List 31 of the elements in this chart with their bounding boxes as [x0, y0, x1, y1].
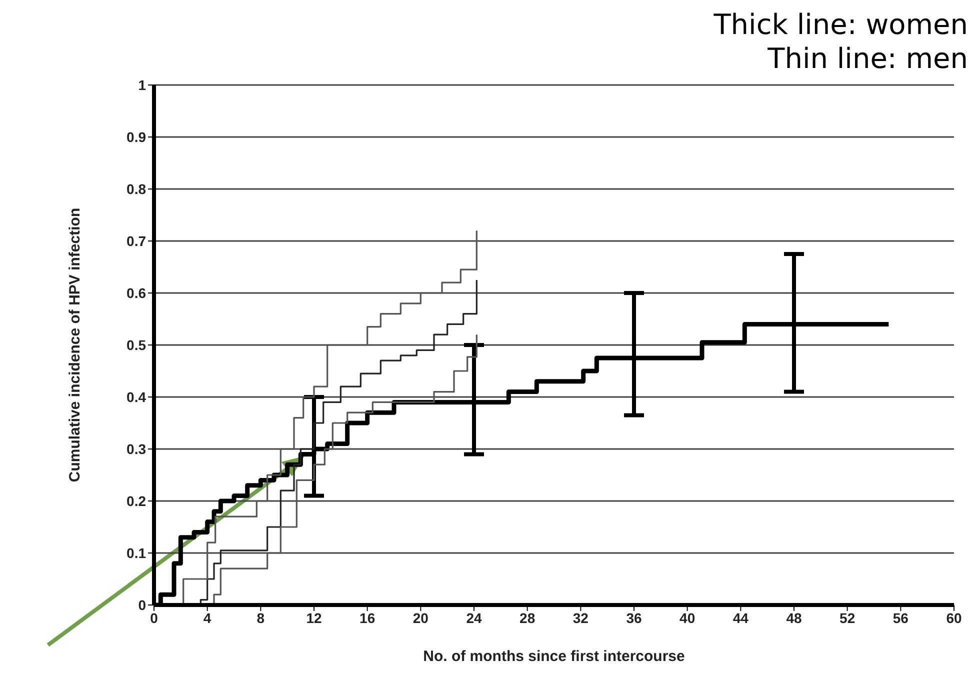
y-tick-label: 0.7	[126, 232, 146, 249]
x-tick-label: 24	[466, 610, 482, 626]
x-tick-label: 60	[946, 610, 962, 626]
y-tick-label: 0.6	[126, 284, 146, 301]
x-tick-label: 4	[203, 610, 212, 626]
y-tick-label: 0.4	[126, 388, 146, 405]
text: Thin line: men	[766, 42, 968, 76]
x-tick-label: 36	[626, 610, 642, 626]
x-axis-title: No. of months since first intercourse	[423, 648, 685, 665]
y-tick-label: 1	[138, 76, 146, 93]
y-tick-label: 0.9	[126, 128, 146, 145]
x-tick-label: 0	[150, 610, 158, 626]
y-tick-label: 0	[138, 596, 146, 613]
y-tick-label: 0.2	[126, 492, 146, 509]
x-tick-label: 8	[256, 610, 265, 626]
y-tick-label: 0.1	[126, 544, 146, 561]
x-tick-label: 16	[360, 610, 376, 626]
y-tick-label: 0.3	[126, 440, 146, 457]
x-tick-label: 48	[786, 610, 802, 626]
x-tick-label: 20	[412, 610, 429, 626]
text: Thick line: women	[714, 8, 968, 42]
x-tick-label: 52	[840, 610, 856, 626]
x-tick-label: 32	[572, 610, 589, 626]
y-tick-label: 0.8	[126, 180, 146, 197]
x-tick-label: 56	[892, 610, 909, 626]
y-tick-label: 0.5	[126, 336, 146, 353]
x-tick-label: 12	[306, 610, 322, 626]
y-axis-title: Cumulative incidence of HPV infection	[66, 208, 84, 482]
x-tick-label: 28	[520, 610, 536, 626]
x-tick-label: 40	[680, 610, 696, 626]
x-tick-label: 44	[732, 610, 749, 626]
